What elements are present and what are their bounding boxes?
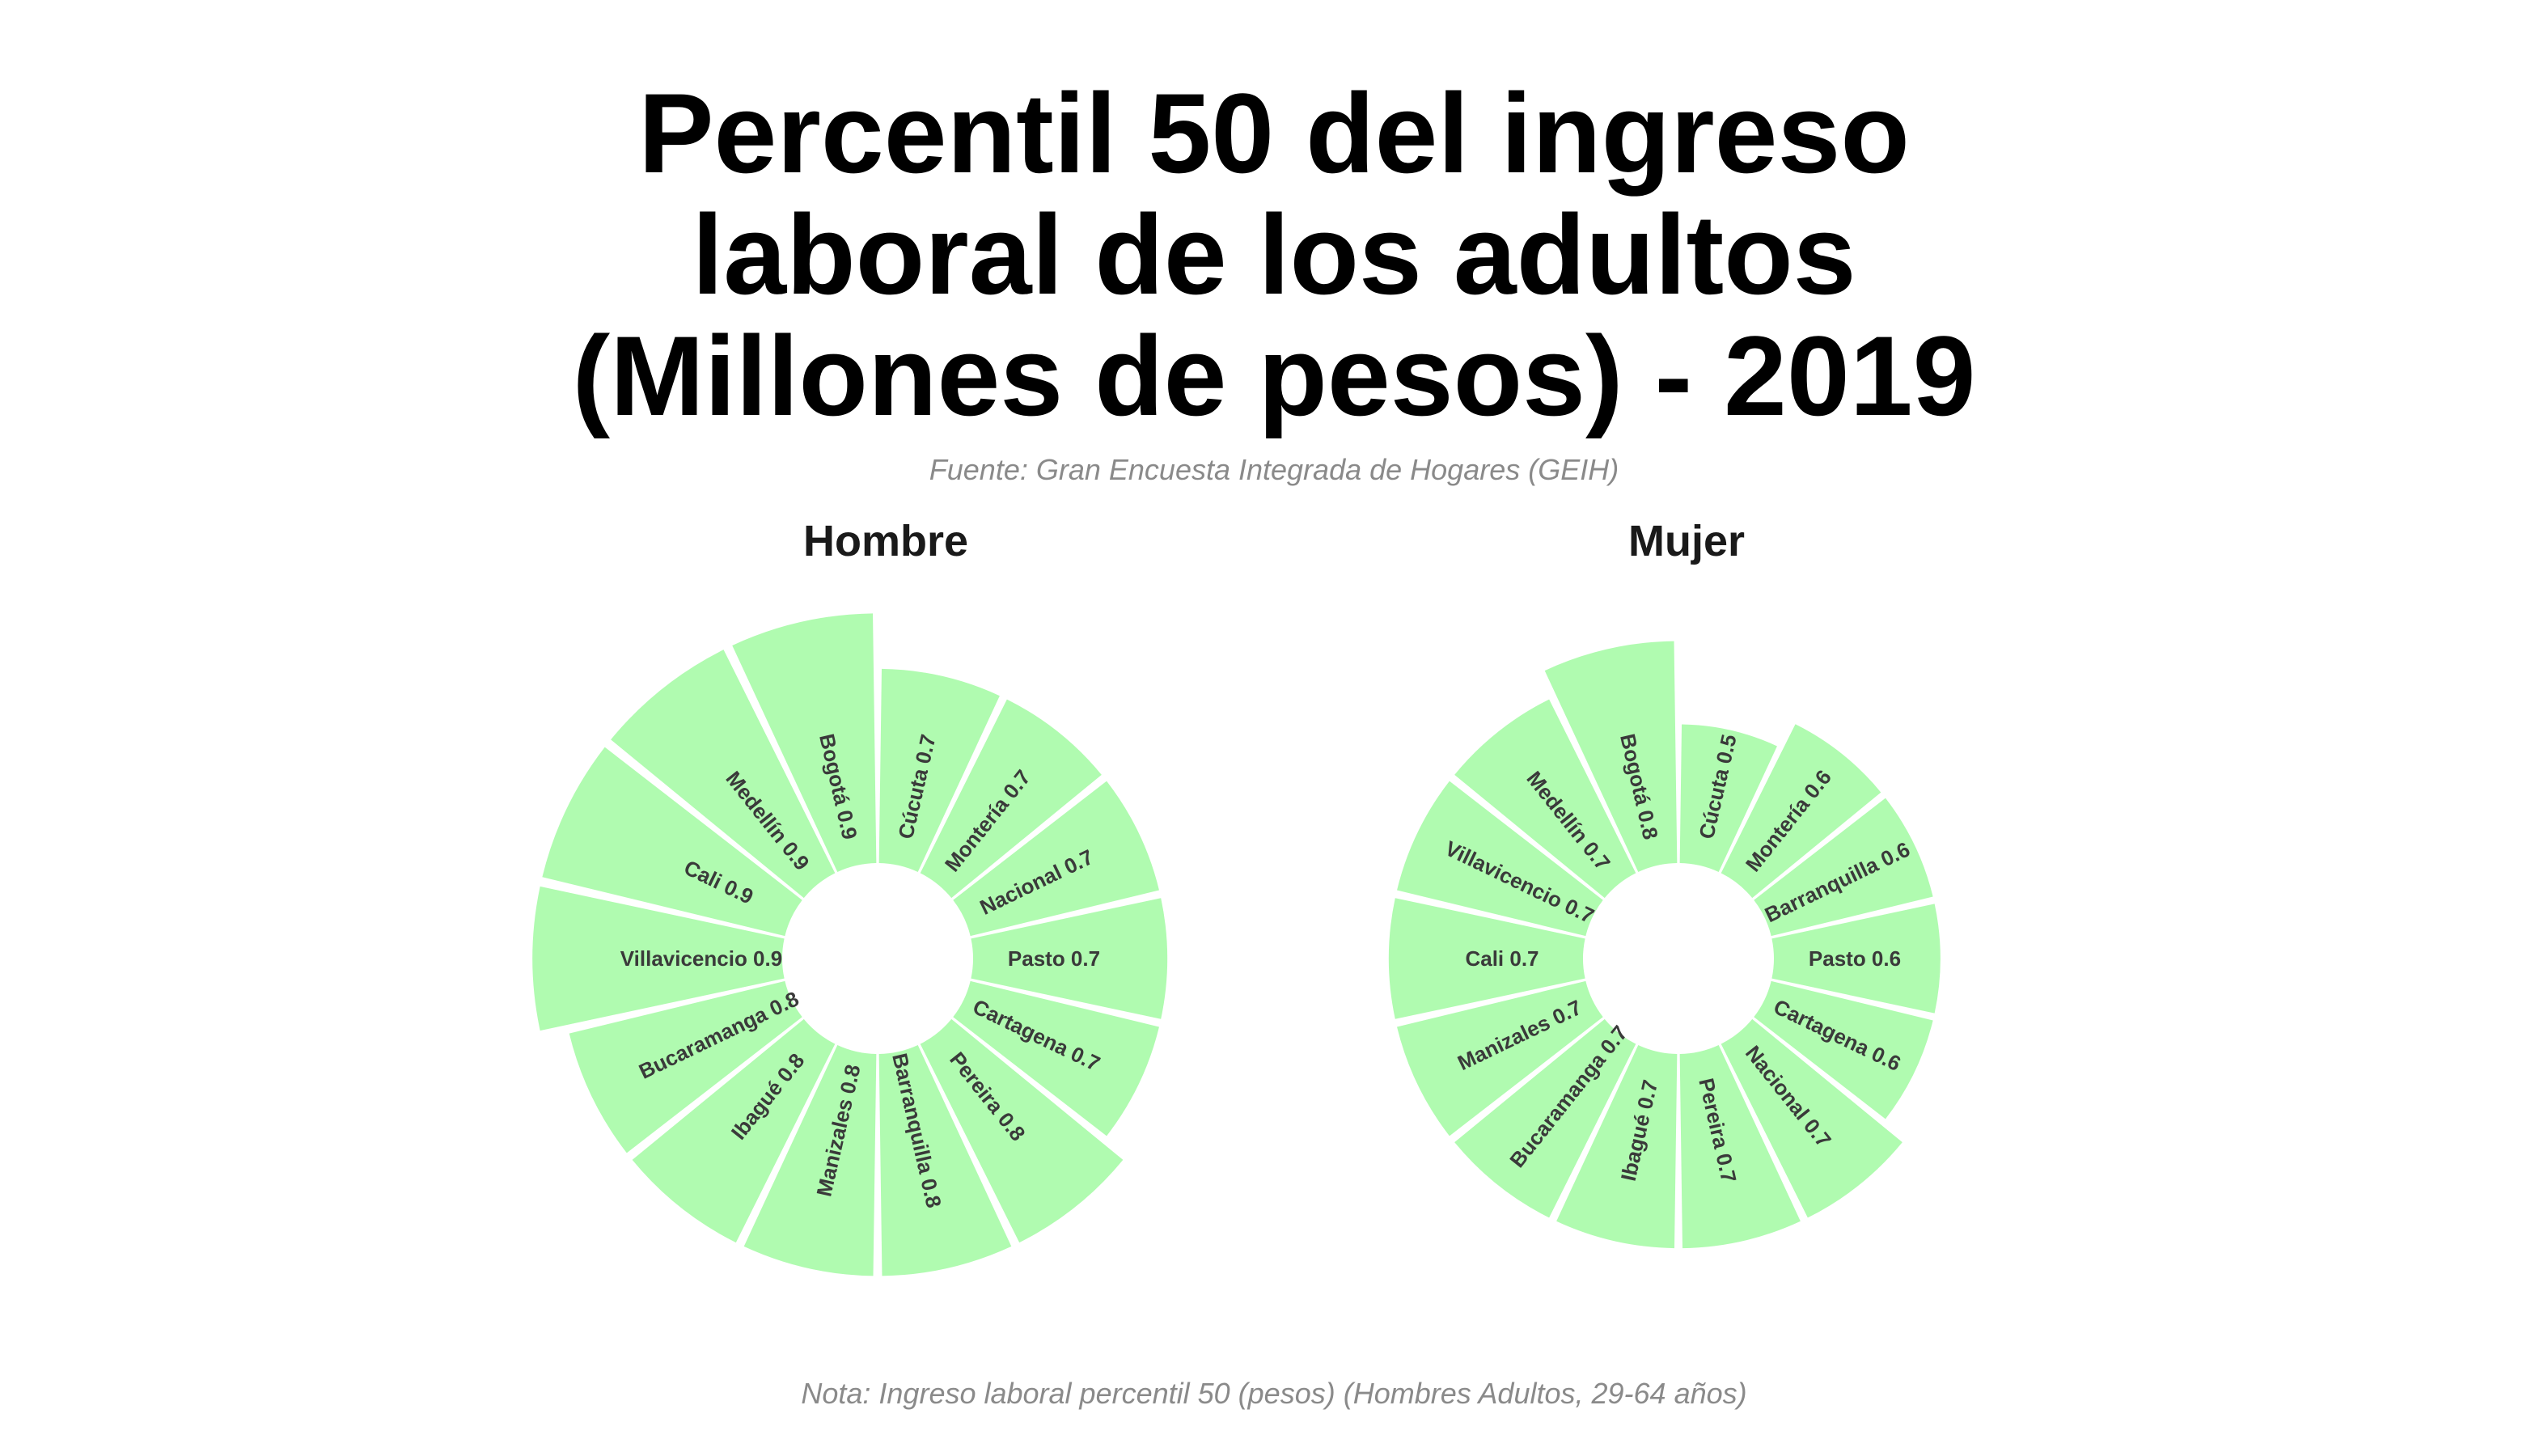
chart-subtitle: Fuente: Gran Encuesta Integrada de Hogar… bbox=[929, 453, 1619, 486]
bar-label-cali: Cali 0.7 bbox=[1465, 946, 1539, 971]
chart-title: Percentil 50 del ingreso laboral de los … bbox=[0, 73, 2548, 437]
bar-villavicencio bbox=[532, 886, 785, 1031]
chart-title-line-3: (Millones de pesos) - 2019 bbox=[572, 312, 1976, 439]
bar-nacional bbox=[1721, 1018, 1903, 1218]
bar-cúcuta bbox=[1679, 724, 1777, 872]
chart-title-line-1: Percentil 50 del ingreso bbox=[638, 70, 1910, 197]
bar-cúcuta bbox=[878, 668, 1000, 872]
bar-ibagué bbox=[632, 1018, 836, 1243]
bar-cali bbox=[542, 747, 802, 937]
bar-bogotá bbox=[732, 613, 877, 872]
bar-pasto bbox=[971, 898, 1168, 1019]
bar-bogotá bbox=[1544, 641, 1678, 872]
bar-manizales bbox=[743, 1045, 877, 1276]
bar-bucaramanga bbox=[1454, 1018, 1636, 1218]
bar-label-villavicencio: Villavicencio 0.9 bbox=[620, 946, 782, 971]
bar-pereira bbox=[1679, 1045, 1801, 1249]
chart-note: Nota: Ingreso laboral percentil 50 (peso… bbox=[801, 1377, 1747, 1410]
bar-nacional bbox=[953, 781, 1159, 937]
bar-barranquilla bbox=[878, 1045, 1012, 1276]
bar-cali bbox=[1388, 898, 1585, 1019]
bar-cartagena bbox=[1754, 980, 1933, 1120]
bar-label-pasto: Pasto 0.7 bbox=[1008, 946, 1100, 971]
bar-ibagué bbox=[1556, 1045, 1678, 1249]
panel-title-hombre: Hombre bbox=[802, 517, 969, 565]
bar-cartagena bbox=[953, 980, 1159, 1136]
panel-title-mujer: Mujer bbox=[1627, 517, 1746, 565]
bar-medellín bbox=[611, 650, 836, 899]
bar-manizales bbox=[1397, 980, 1603, 1136]
bar-pasto bbox=[1771, 904, 1941, 1014]
bar-montería bbox=[920, 699, 1102, 899]
bar-medellín bbox=[1454, 699, 1636, 899]
bar-label-pasto: Pasto 0.6 bbox=[1809, 946, 1901, 971]
bar-villavicencio bbox=[1397, 781, 1603, 937]
bar-pereira bbox=[920, 1018, 1124, 1243]
chart-title-line-2: laboral de los adultos bbox=[692, 191, 1856, 318]
bar-bucaramanga bbox=[569, 980, 802, 1153]
bar-montería bbox=[1721, 724, 1881, 899]
bar-barranquilla bbox=[1754, 798, 1933, 937]
